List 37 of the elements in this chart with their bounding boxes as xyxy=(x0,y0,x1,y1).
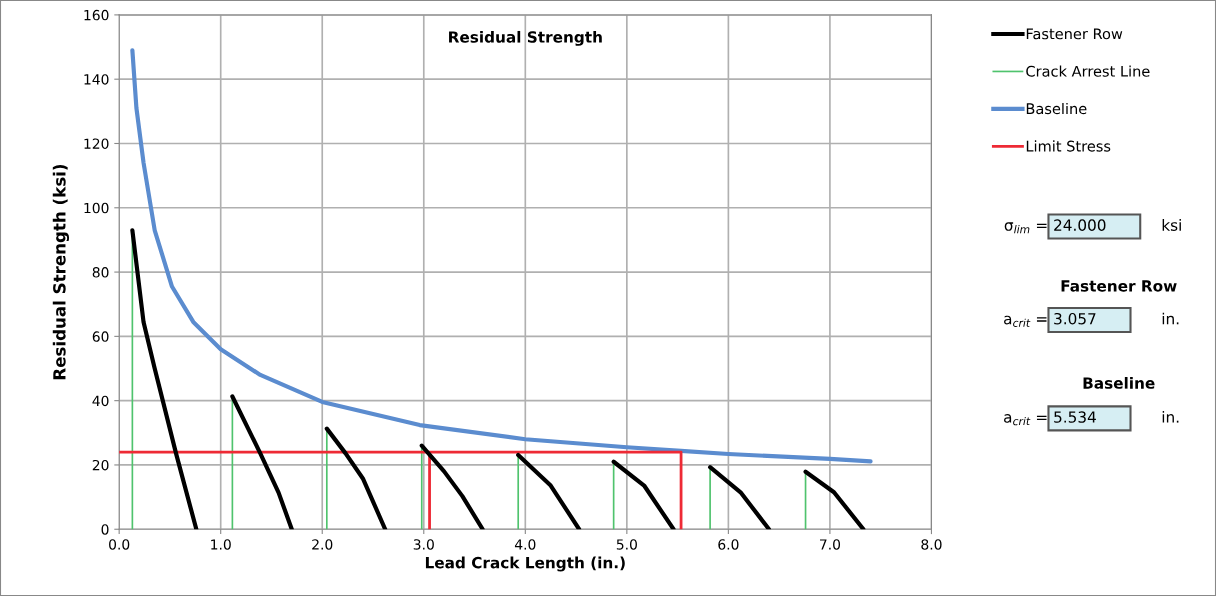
x-tick-label: 0.0 xyxy=(109,539,130,550)
legend-label: Limit Stress xyxy=(1026,140,1111,152)
text: Residual Strength xyxy=(449,30,602,46)
x-tick-label: 3.0 xyxy=(413,539,434,550)
x-axis-title: Lead Crack Length (in.) xyxy=(425,556,625,572)
x-tick-label: 8.0 xyxy=(921,539,942,550)
y-axis-title: Residual Strength (ksi) xyxy=(52,164,70,380)
text: ksi xyxy=(1162,219,1181,231)
text: 5.534 xyxy=(1054,411,1096,423)
y-tick-label: 100 xyxy=(84,202,109,214)
legend-label: Crack Arrest Line xyxy=(1026,65,1150,77)
y-tick-label: 0 xyxy=(101,524,109,535)
text: Fastener Row xyxy=(1061,280,1177,292)
text: a$_{crit}$ = xyxy=(1004,414,1047,426)
y-tick-label: 140 xyxy=(84,74,109,85)
x-tick-label: 6.0 xyxy=(718,539,739,550)
text: Baseline xyxy=(1083,377,1155,389)
text: 3.057 xyxy=(1054,312,1096,325)
text: a$_{crit}$ = xyxy=(1004,315,1047,327)
line-series xyxy=(130,48,873,464)
y-tick-label: 160 xyxy=(84,9,109,21)
x-tick-label: 7.0 xyxy=(820,539,841,550)
y-tick-label: 20 xyxy=(92,459,109,471)
x-tick-label: 5.0 xyxy=(616,539,637,550)
text: σ$_{lim}$ = xyxy=(1004,222,1047,234)
y-tick-label: 80 xyxy=(92,267,109,278)
x-tick-label: 4.0 xyxy=(514,539,536,550)
y-tick-label: 120 xyxy=(84,138,109,149)
text: in. xyxy=(1162,411,1179,423)
y-tick-label: 40 xyxy=(92,395,109,407)
x-tick-label: 1.0 xyxy=(211,539,231,550)
legend-label: Fastener Row xyxy=(1026,28,1123,40)
text: in. xyxy=(1162,312,1179,325)
legend-label: Baseline xyxy=(1026,102,1087,115)
x-tick-label: 2.0 xyxy=(312,539,333,550)
y-tick-label: 60 xyxy=(92,331,109,342)
text: 24.000 xyxy=(1054,219,1106,231)
